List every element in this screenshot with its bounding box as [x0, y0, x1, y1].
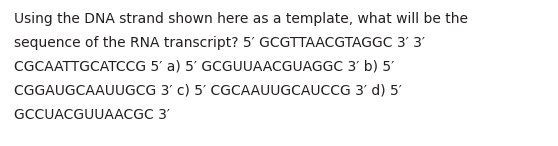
Text: sequence of the RNA transcript? 5′ GCGTTAACGTAGGC 3′ 3′: sequence of the RNA transcript? 5′ GCGTT…: [14, 36, 425, 50]
Text: GCCUACGUUAACGC 3′: GCCUACGUUAACGC 3′: [14, 108, 170, 122]
Text: CGGAUGCAAUUGCG 3′ c) 5′ CGCAAUUGCAUCCG 3′ d) 5′: CGGAUGCAAUUGCG 3′ c) 5′ CGCAAUUGCAUCCG 3…: [14, 84, 402, 98]
Text: CGCAATTGCATCCG 5′ a) 5′ GCGUUAACGUAGGC 3′ b) 5′: CGCAATTGCATCCG 5′ a) 5′ GCGUUAACGUAGGC 3…: [14, 60, 395, 74]
Text: Using the DNA strand shown here as a template, what will be the: Using the DNA strand shown here as a tem…: [14, 12, 468, 26]
